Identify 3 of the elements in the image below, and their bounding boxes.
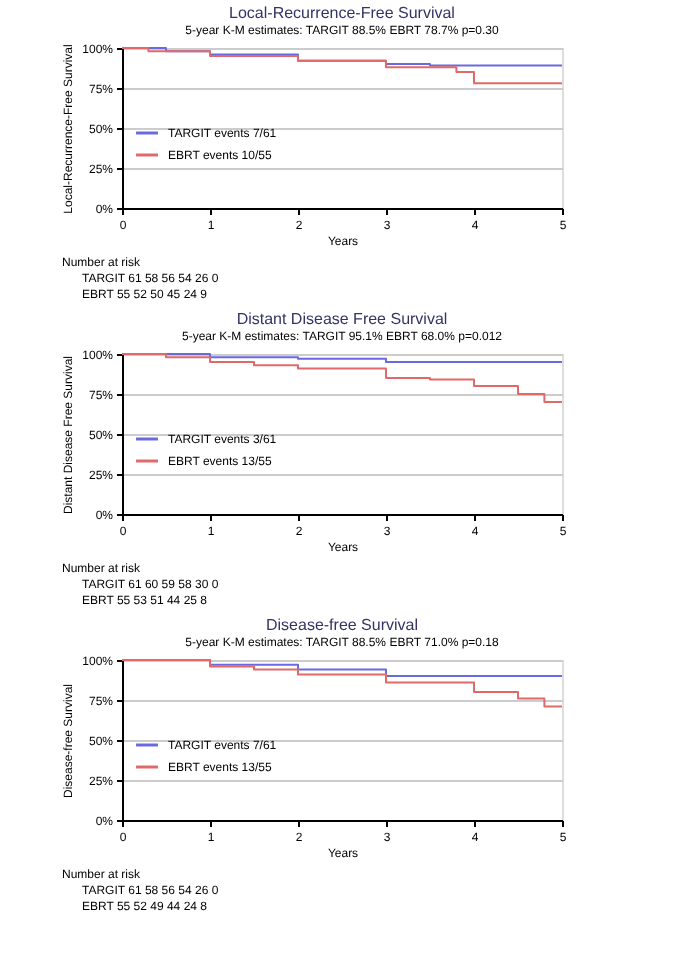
chart-title: Distant Disease Free Survival	[236, 310, 448, 328]
chart-title: Disease-free Survival	[265, 616, 419, 634]
chart-title: Local-Recurrence-Free Survival	[229, 4, 456, 22]
